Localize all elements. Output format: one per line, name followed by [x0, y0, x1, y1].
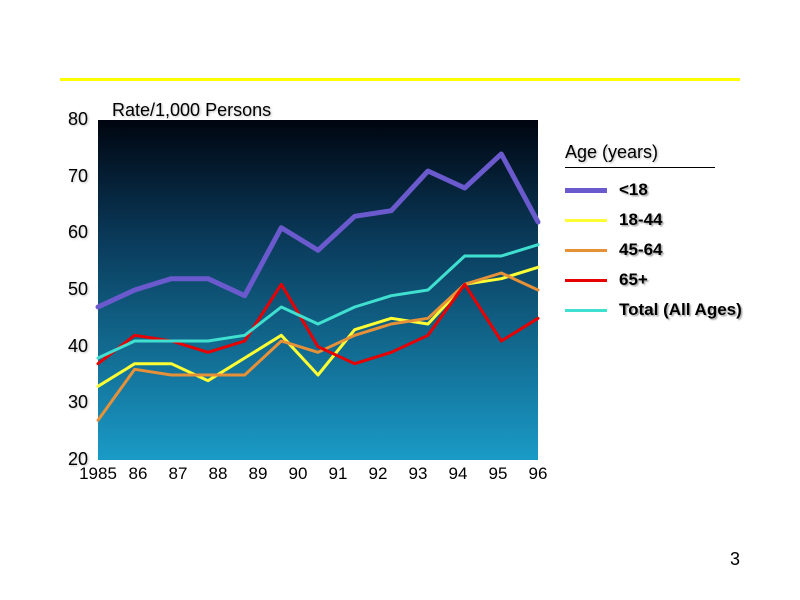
y-axis-title: Rate/1,000 Persons [112, 100, 271, 121]
legend-swatch [565, 309, 607, 312]
top-divider [60, 78, 740, 81]
plot-area [98, 120, 538, 460]
page-number: 3 [730, 549, 740, 570]
legend-label: Total (All Ages) [619, 300, 742, 320]
x-tick-label: 86 [116, 464, 160, 484]
y-tick-label: 70 [48, 166, 88, 187]
chart-container: Rate/1,000 Persons 20304050607080 198586… [40, 100, 560, 500]
x-tick-label: 1985 [76, 464, 120, 484]
legend-items: <18 18-44 45-64 65+ Total (All Ages) [565, 180, 775, 320]
legend-label: <18 [619, 180, 648, 200]
series-line [98, 267, 538, 386]
x-tick-label: 93 [396, 464, 440, 484]
legend-swatch [565, 188, 607, 193]
x-tick-label: 94 [436, 464, 480, 484]
y-tick-label: 60 [48, 222, 88, 243]
line-series-svg [98, 120, 538, 460]
legend-label: 65+ [619, 270, 648, 290]
x-tick-label: 87 [156, 464, 200, 484]
x-tick-label: 90 [276, 464, 320, 484]
series-line [98, 245, 538, 358]
legend-label: 45-64 [619, 240, 662, 260]
legend-item: Total (All Ages) [565, 300, 775, 320]
legend-item: 65+ [565, 270, 775, 290]
x-tick-label: 91 [316, 464, 360, 484]
y-tick-label: 80 [48, 109, 88, 130]
x-tick-label: 96 [516, 464, 560, 484]
y-tick-label: 50 [48, 279, 88, 300]
legend-item: 45-64 [565, 240, 775, 260]
legend-item: <18 [565, 180, 775, 200]
legend-title: Age (years) [565, 142, 715, 168]
legend-swatch [565, 249, 607, 252]
x-tick-label: 88 [196, 464, 240, 484]
legend-swatch [565, 219, 607, 222]
x-tick-label: 95 [476, 464, 520, 484]
legend-item: 18-44 [565, 210, 775, 230]
x-tick-label: 92 [356, 464, 400, 484]
y-tick-label: 30 [48, 392, 88, 413]
x-tick-label: 89 [236, 464, 280, 484]
y-tick-label: 40 [48, 336, 88, 357]
legend-label: 18-44 [619, 210, 662, 230]
legend: Age (years) <18 18-44 45-64 65+ Total (All A… [565, 142, 775, 330]
legend-swatch [565, 279, 607, 282]
